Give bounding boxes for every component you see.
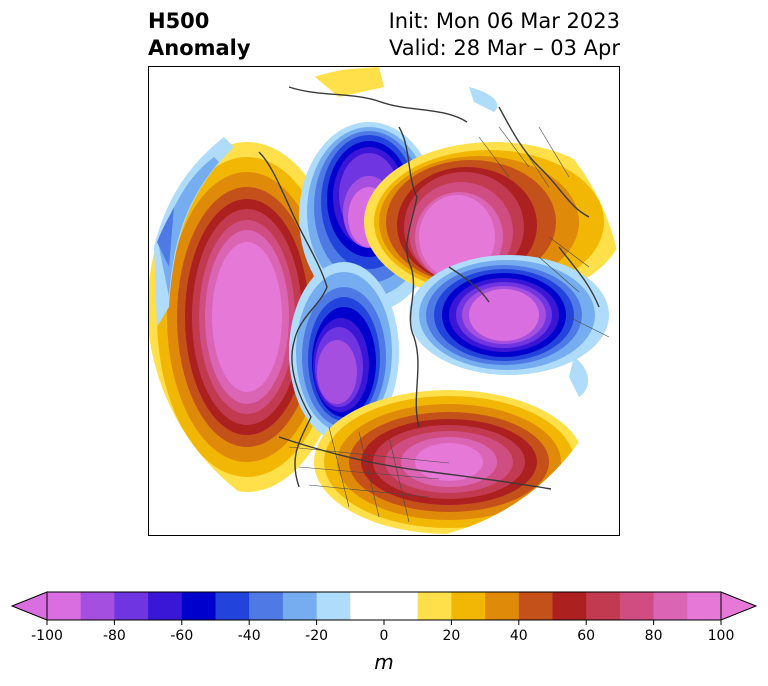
colorbar-tick-label: -40 [237,628,261,644]
title-anomaly: Anomaly [148,36,251,60]
colorbar-tick-label: -60 [170,628,194,644]
anomaly-europe-trough [409,255,609,375]
colorbar-bin [518,592,553,620]
colorbar-tick-label: 80 [644,628,663,644]
colorbar-bin [148,592,183,620]
anomaly-pacific-ridge [149,142,347,492]
colorbar-min-extend [10,591,48,621]
title-right: Init: Mon 06 Mar 2023 Valid: 28 Mar – 03… [389,8,620,62]
colorbar-bin [653,592,688,620]
colorbar-tick-label: 60 [577,628,596,644]
colorbar-bin [350,592,385,620]
coastlines [258,86,600,490]
valid-range: Valid: 28 Mar – 03 Apr [389,36,620,60]
title-variable: H500 [148,9,210,33]
colorbar-bin [249,592,284,620]
colorbar-tick-label: 40 [509,628,528,644]
colorbar-bin [687,592,722,620]
borders [288,126,610,523]
colorbar-bin [282,592,318,620]
colorbar-tick-label: 100 [707,628,735,644]
colorbar-bin [215,592,250,620]
colorbar-unit: m [374,650,394,674]
colorbar-bin [417,592,452,620]
colorbar-tick-label: -100 [31,628,63,644]
colorbar-max-extend [720,591,758,621]
colorbar-bin [586,592,621,620]
colorbar-bin [47,592,82,620]
colorbar-bin [80,592,115,620]
colorbar-bin [552,592,587,620]
colorbar-tick-label: 0 [379,628,389,644]
colorbar-bin [619,592,655,620]
colorbar-tick-label: -20 [305,628,329,644]
colorbar-bin [114,592,149,620]
map-svg [149,67,619,534]
colorbar-bin [181,592,216,620]
anomaly-us-atlantic-ridge [314,390,584,534]
anomaly-arctic-ridge [364,142,619,302]
init-date: Init: Mon 06 Mar 2023 [388,9,620,33]
map-panel [148,66,620,536]
colorbar-tick-label: 20 [442,628,461,644]
colorbar-bin [451,592,486,620]
colorbar [0,586,768,626]
title-left: H500 Anomaly [148,8,251,62]
colorbar-svg [10,591,758,625]
colorbar-bin [384,592,419,620]
colorbar-bin [316,592,351,620]
anomaly-canada-trough [289,262,399,442]
colorbar-tick-label: -80 [102,628,126,644]
colorbar-bin [485,592,520,620]
